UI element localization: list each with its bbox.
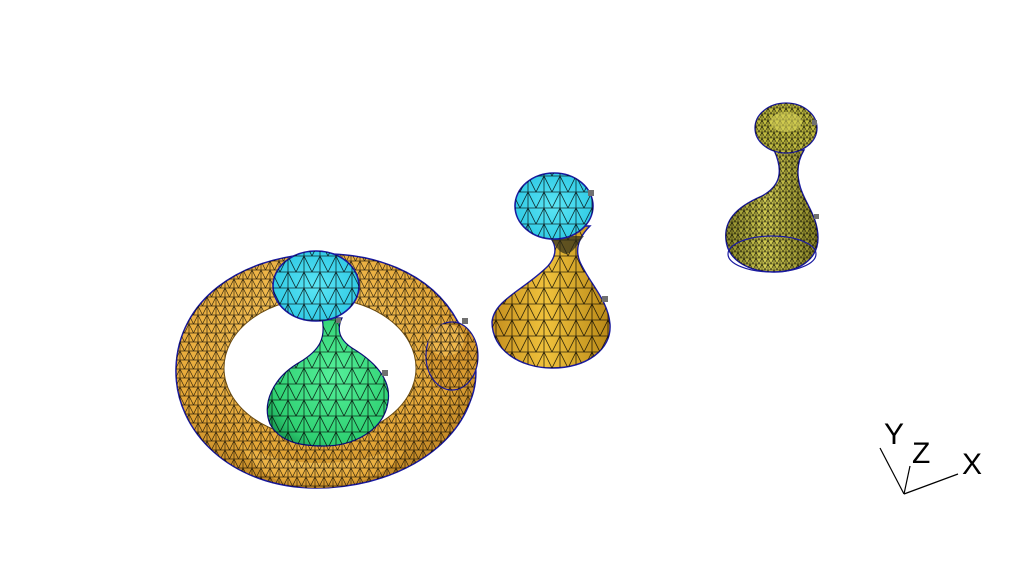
torus-mesh[interactable] (175, 253, 479, 489)
axis-triad: Y Z X (879, 418, 982, 495)
bottle-olive-mesh[interactable] (725, 102, 819, 273)
z-axis-line (903, 465, 911, 495)
x-axis-line (903, 473, 959, 495)
hourglass-gold-mesh[interactable] (491, 172, 611, 369)
y-axis-label: Y (884, 418, 904, 451)
x-axis-label: X (962, 448, 982, 481)
y-axis-line (879, 447, 905, 495)
z-axis-label: Z (912, 437, 930, 470)
flask-green-mesh[interactable] (236, 250, 410, 488)
